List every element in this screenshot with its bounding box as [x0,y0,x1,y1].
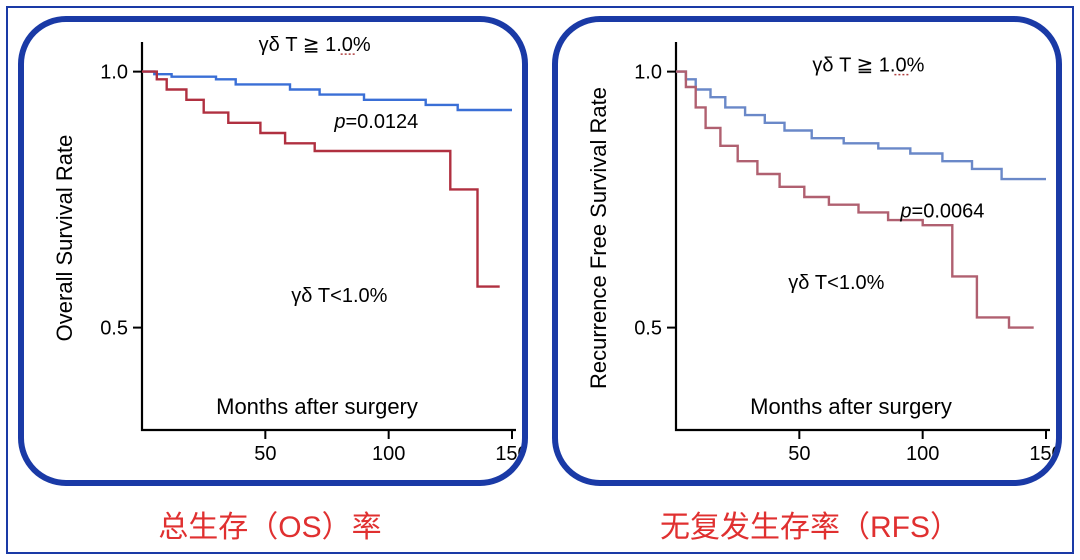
x-axis-label: Months after surgery [216,394,418,419]
curve-label-high: γδ T ≧ 1.0% [812,55,924,77]
rfs-chart: 50 100 150 0.5 1.0 Months after surgery Recurr… [558,22,1056,480]
y-tick-label: 1.0 [634,62,662,84]
panel-rfs: 50 100 150 0.5 1.0 Months after surgery Recurr… [552,16,1062,486]
p-value-label: p=0.0064 [899,201,984,223]
caption-rfs: 无复发生存率（RFS） [550,502,1070,546]
y-tick-label: 0.5 [100,318,128,340]
x-tick-label: 50 [788,443,810,465]
y-tick-label: 0.5 [634,318,662,340]
x-tick-label: 100 [906,443,939,465]
curve-label-high: γδ T ≧ 1.0% [259,34,371,56]
y-axis-label: Overall Survival Rate [52,135,77,342]
km-curve-high [142,72,512,110]
caption-os: 总生存（OS）率 [10,502,530,546]
figure-row: 50 100 150 0.5 1.0 Months after surgery Overal… [18,16,1062,496]
y-axis-label: Recurrence Free Survival Rate [586,87,611,389]
km-curve-high [676,72,1046,180]
x-tick-label: 50 [254,443,276,465]
caption-row: 总生存（OS）率 无复发生存率（RFS） [0,502,1080,546]
x-tick-label: 150 [1029,443,1056,465]
curve-label-low: γδ T<1.0% [291,285,387,307]
x-axis-label: Months after surgery [750,394,952,419]
x-tick-label: 100 [372,443,405,465]
panel-os: 50 100 150 0.5 1.0 Months after surgery Overal… [18,16,528,486]
p-value-label: p=0.0124 [333,111,418,133]
curve-label-low: γδ T<1.0% [788,272,884,294]
x-tick-label: 150 [495,443,522,465]
y-tick-label: 1.0 [100,62,128,84]
os-chart: 50 100 150 0.5 1.0 Months after surgery Overal… [24,22,522,480]
axis [676,42,1050,430]
